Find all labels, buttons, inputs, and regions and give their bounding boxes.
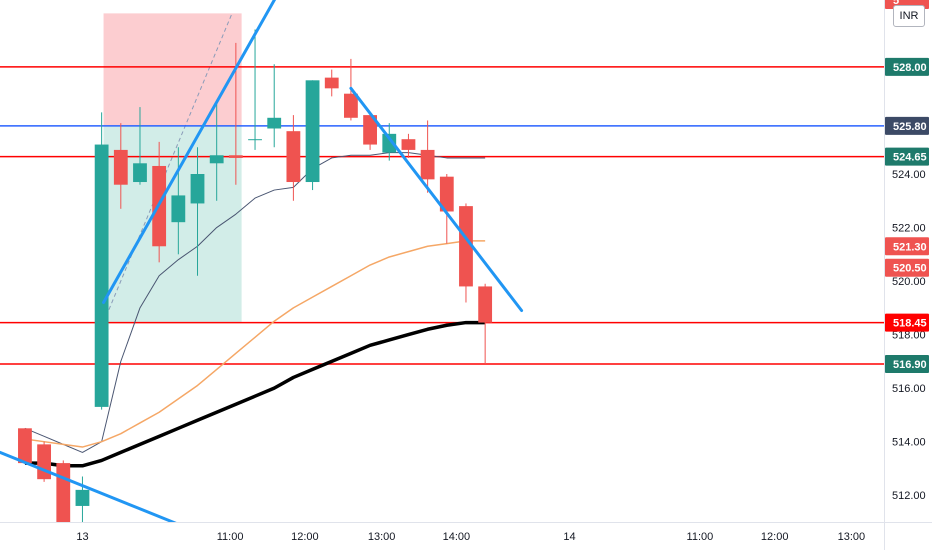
price-tag-label: 5: [893, 0, 899, 7]
price-tag-bg: [885, 237, 929, 256]
candle: [267, 64, 282, 148]
candle-body: [459, 206, 473, 287]
candle-body: [190, 174, 205, 204]
candle-body: [228, 155, 243, 158]
level-tag-bg: [885, 313, 929, 332]
x-tick-label: 11:00: [217, 531, 244, 543]
candle: [324, 69, 339, 97]
candle: [37, 441, 52, 482]
candle: [420, 120, 435, 193]
y-tick-label: 522.00: [892, 223, 926, 235]
x-tick-label: 12:00: [761, 531, 789, 543]
candles: [18, 29, 493, 528]
trendlines[interactable]: [0, 0, 524, 529]
candle: [133, 107, 147, 185]
price-tags: 5 521.30 520.50 528.00 525.80 524.65 518.45 516…: [885, 0, 929, 374]
candle-body: [324, 77, 339, 89]
candle: [478, 283, 493, 365]
x-tick-label: 12:00: [291, 531, 319, 543]
level-tag-label: 516.90: [893, 359, 927, 371]
y-tick-label: 524.00: [892, 169, 926, 181]
candle: [459, 203, 473, 303]
trendline: [0, 450, 188, 529]
x-tick-label: 11:00: [687, 531, 714, 543]
candle: [248, 29, 262, 150]
candle: [401, 133, 416, 158]
candle: [439, 174, 454, 244]
x-tick-label: 14:00: [443, 531, 471, 543]
candle-body: [382, 133, 397, 153]
level-tag-label: 518.45: [893, 318, 927, 330]
level-tag-bg: [885, 116, 929, 135]
y-tick-label: 516.00: [892, 383, 926, 395]
candle-body: [75, 489, 90, 506]
level-tag-bg: [885, 57, 929, 76]
candle-body: [363, 115, 377, 145]
candle: [363, 112, 377, 150]
candle: [113, 123, 128, 209]
x-tick-label: 14: [563, 531, 575, 543]
trendline: [102, 0, 277, 304]
price-tag-label: 521.30: [893, 241, 927, 253]
candle-body: [113, 149, 128, 185]
currency-badge[interactable]: INR: [893, 5, 925, 27]
candle-body: [344, 93, 358, 118]
candle-body: [248, 139, 262, 141]
candle-body: [133, 163, 147, 183]
candle: [171, 147, 186, 255]
candle: [190, 147, 205, 276]
price-tag-label: 520.50: [893, 263, 927, 275]
candle: [56, 460, 71, 528]
candle: [305, 80, 320, 191]
y-tick-label: 518.00: [892, 330, 926, 342]
position-risk-zone: [103, 13, 242, 126]
candle-body: [478, 286, 493, 323]
x-tick-label: 13:00: [838, 531, 866, 543]
indicator-line-black: [24, 320, 486, 468]
candle-body: [94, 144, 109, 407]
candle-body: [401, 139, 416, 150]
price-tag-bg: [885, 258, 929, 277]
time-axis-background: [0, 522, 932, 550]
candle-body: [439, 176, 454, 212]
candle-body: [209, 155, 224, 164]
y-tick-label: 514.00: [892, 437, 926, 449]
candle-body: [56, 463, 71, 522]
candle: [286, 115, 301, 201]
candle: [382, 123, 397, 161]
candle-body: [267, 117, 282, 129]
level-tag-bg: [885, 147, 929, 166]
candle: [209, 101, 224, 201]
x-tick-label: 13:00: [368, 531, 396, 543]
y-tick-label: 520.00: [892, 276, 926, 288]
candle: [18, 428, 32, 464]
trendline: [349, 86, 524, 313]
horizontal-levels[interactable]: [0, 66, 884, 365]
x-tick-label: 13: [76, 531, 88, 543]
level-tag-bg: [885, 355, 929, 374]
level-tag-label: 528.00: [893, 62, 927, 74]
candle-body: [420, 149, 435, 180]
candle-body: [18, 428, 32, 464]
y-tick-label: 512.00: [892, 490, 926, 502]
candle: [94, 112, 109, 410]
candle-body: [171, 195, 186, 223]
level-tag-label: 524.65: [893, 152, 927, 164]
candle-body: [286, 131, 301, 183]
indicator-line-orange: [24, 240, 486, 448]
level-tag-label: 525.80: [893, 121, 927, 133]
candle-body: [37, 444, 52, 480]
candle-body: [305, 80, 320, 183]
